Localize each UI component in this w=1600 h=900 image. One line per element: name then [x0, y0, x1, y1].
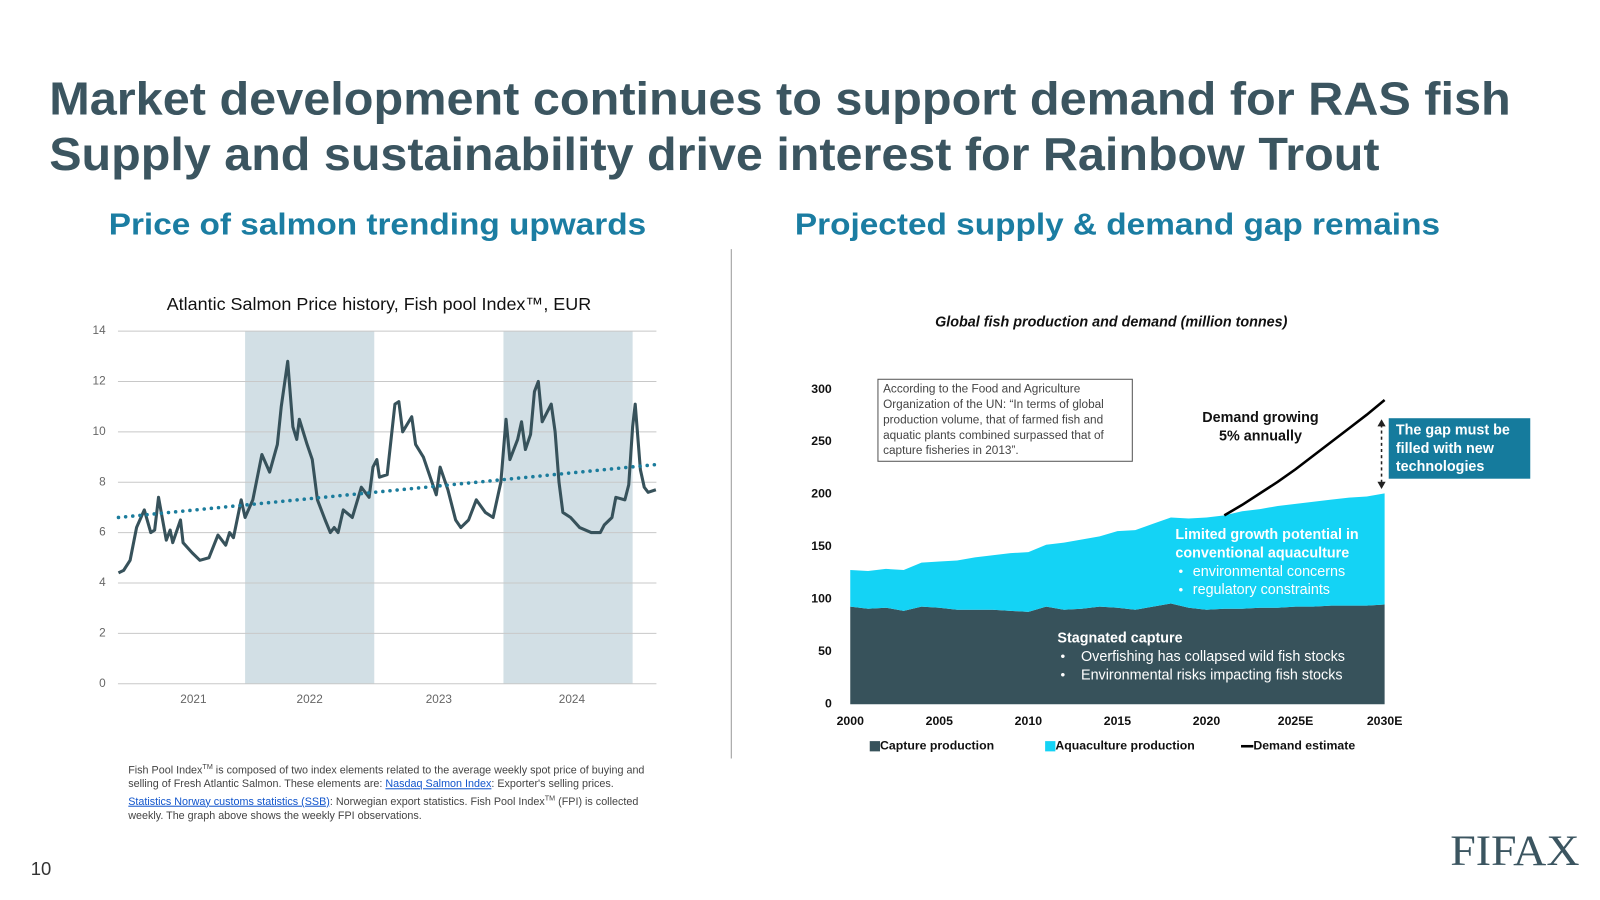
x-tick-label: 2020: [1193, 714, 1221, 728]
y-tick-label: 250: [811, 434, 832, 448]
shade-band: [245, 331, 375, 684]
y-tick-label: 8: [99, 475, 106, 488]
price-line: [117, 359, 657, 575]
y-tick-label: 100: [811, 592, 832, 606]
footnote-text: (FPI) is collected weekly. The graph abo…: [128, 795, 639, 822]
demand-label: Demand growing: [1202, 410, 1318, 426]
panel-heading: Projected supply & demand gap remains: [795, 207, 1440, 242]
footnote-text: : Exporter's selling prices.: [491, 778, 614, 791]
panel-heading: Price of salmon trending upwards: [109, 207, 646, 242]
x-tick-label: 2024: [559, 693, 586, 706]
legend-label: Aquaculture production: [1055, 738, 1194, 752]
legend-swatch: [1045, 741, 1056, 752]
x-tick-label: 2030E: [1367, 714, 1403, 728]
footnote-text: Fish Pool Index: [128, 764, 203, 777]
note-text: production volume, that of farmed fish a…: [883, 413, 1103, 426]
x-tick-label: 2010: [1015, 714, 1043, 728]
bullet-dot: •: [1061, 649, 1066, 664]
y-tick-label: 10: [93, 425, 107, 438]
y-tick-label: 0: [825, 696, 832, 710]
aqua-label: Limited growth potential in: [1175, 527, 1358, 543]
y-tick-label: 200: [811, 487, 832, 501]
footnote-text: : Norwegian export statistics. Fish Pool…: [329, 795, 545, 808]
y-tick-label: 300: [811, 382, 832, 396]
footnote-text: TM: [202, 763, 213, 771]
bullet-text: Overfishing has collapsed wild fish stoc…: [1081, 649, 1345, 665]
x-tick-label: 2023: [426, 693, 453, 706]
note-text: According to the Food and Agriculture: [883, 383, 1081, 396]
y-tick-label: 6: [99, 526, 106, 539]
slide-title: Supply and sustainability drive interest…: [49, 128, 1379, 180]
area: [850, 493, 1385, 612]
bullet-text: Environmental risks impacting fish stock…: [1081, 667, 1343, 683]
shade-band: [503, 331, 633, 684]
demand-label: 5% annually: [1219, 428, 1302, 444]
page-number: 10: [31, 858, 52, 879]
legend-swatch: [869, 741, 880, 752]
y-tick-label: 150: [811, 539, 832, 553]
bullet-text: regulatory constraints: [1193, 582, 1330, 598]
gap-label: technologies: [1396, 459, 1485, 475]
bullet-dot: •: [1178, 582, 1183, 597]
x-tick-label: 2021: [180, 693, 206, 706]
footnote-box: Fish Pool IndexTM is composed of two ind…: [128, 761, 651, 824]
y-tick-label: 2: [99, 626, 106, 639]
demand-line: [1223, 399, 1386, 517]
slide-title: Market development continues to support …: [49, 73, 1511, 125]
bullet-dot: •: [1178, 563, 1183, 578]
footnote-link[interactable]: Statistics Norway customs statistics (SS…: [128, 795, 330, 808]
y-tick-label: 4: [99, 576, 106, 589]
footnote: Fish Pool IndexTM is composed of two ind…: [128, 761, 651, 824]
capture-label: Stagnated capture: [1057, 630, 1182, 646]
x-tick-label: 2005: [926, 714, 954, 728]
logo: FIFAX: [1450, 828, 1579, 875]
legend-label: Demand estimate: [1253, 738, 1355, 752]
y-tick-label: 50: [818, 644, 832, 658]
bullet-text: environmental concerns: [1193, 564, 1345, 580]
note-text: Organization of the UN: “In terms of glo…: [883, 398, 1104, 411]
x-tick-label: 2015: [1104, 714, 1132, 728]
y-tick-label: 12: [93, 375, 106, 388]
gap-label: The gap must be: [1396, 422, 1510, 438]
x-tick-label: 2022: [297, 693, 323, 706]
x-tick-label: 2025E: [1278, 714, 1314, 728]
gap-box: [1388, 418, 1531, 479]
y-tick-label: 0: [99, 677, 106, 690]
note-box: [877, 378, 1133, 462]
legend-label: Capture production: [880, 738, 994, 752]
footnote-link[interactable]: Nasdaq Salmon Index: [385, 778, 492, 791]
gap-label: filled with new: [1396, 441, 1495, 457]
note-text: aquatic plants combined surpassed that o…: [883, 429, 1104, 442]
chart-title: Atlantic Salmon Price history, Fish pool…: [167, 294, 592, 314]
aqua-label: conventional aquaculture: [1175, 545, 1349, 561]
x-tick-label: 2000: [837, 714, 865, 728]
y-tick-label: 14: [93, 324, 107, 337]
note-text: capture fisheries in 2013”.: [883, 444, 1019, 457]
chart-title: Global fish production and demand (milli…: [935, 315, 1288, 331]
area: [850, 603, 1385, 705]
footnote-text: is composed of two index elements relate…: [128, 764, 645, 791]
gap-arrowheads: [1377, 419, 1386, 489]
footnote-text: TM: [544, 794, 556, 803]
bullet-dot: •: [1061, 667, 1066, 682]
